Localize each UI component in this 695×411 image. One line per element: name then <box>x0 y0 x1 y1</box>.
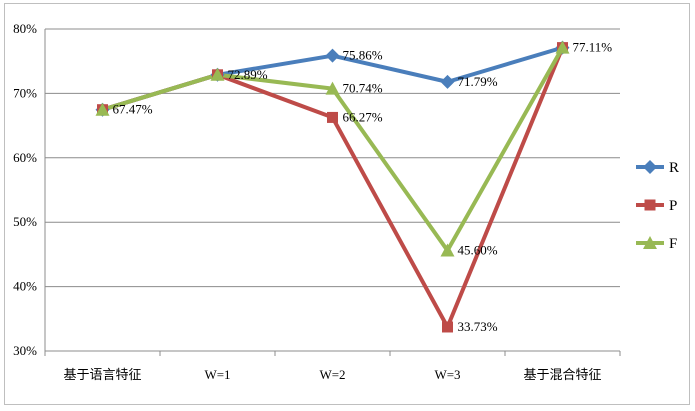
data-label: 77.11% <box>573 40 613 55</box>
series-marker-R <box>440 74 455 89</box>
x-tick-label: W=3 <box>434 367 460 382</box>
legend-marker <box>643 236 657 249</box>
y-tick-label: 70% <box>13 85 37 100</box>
series-marker-F <box>555 40 570 54</box>
x-tick-label: W=1 <box>204 367 230 382</box>
x-tick-label: W=2 <box>319 367 345 382</box>
legend-label: P <box>669 198 677 214</box>
series-marker-F <box>440 243 455 257</box>
series-marker-F <box>95 102 110 116</box>
data-label: 67.47% <box>113 102 153 117</box>
series-marker-F <box>325 81 340 95</box>
series-marker-P <box>442 321 453 333</box>
y-tick-label: 80% <box>13 21 37 36</box>
legend-label: R <box>669 160 679 176</box>
data-label: 33.73% <box>458 319 498 334</box>
legend-marker <box>643 160 657 174</box>
y-tick-label: 60% <box>13 150 37 165</box>
data-label: 75.86% <box>343 48 383 63</box>
x-tick-label: 基于混合特征 <box>523 367 601 382</box>
legend-marker <box>644 199 656 211</box>
data-label: 45.60% <box>458 243 498 258</box>
series-marker-P <box>327 111 338 123</box>
data-label: 66.27% <box>343 109 383 124</box>
series-marker-F <box>210 67 225 81</box>
chart-frame <box>4 3 690 405</box>
series-marker-R <box>325 48 340 63</box>
data-label: 70.74% <box>343 81 383 96</box>
data-label: 71.79% <box>458 74 498 89</box>
x-tick-label: 基于语言特征 <box>63 367 141 382</box>
data-label: 72.89% <box>228 67 268 82</box>
legend-label: F <box>669 236 677 252</box>
y-tick-label: 50% <box>13 214 37 229</box>
y-tick-label: 30% <box>13 343 37 358</box>
y-tick-label: 40% <box>13 279 37 294</box>
